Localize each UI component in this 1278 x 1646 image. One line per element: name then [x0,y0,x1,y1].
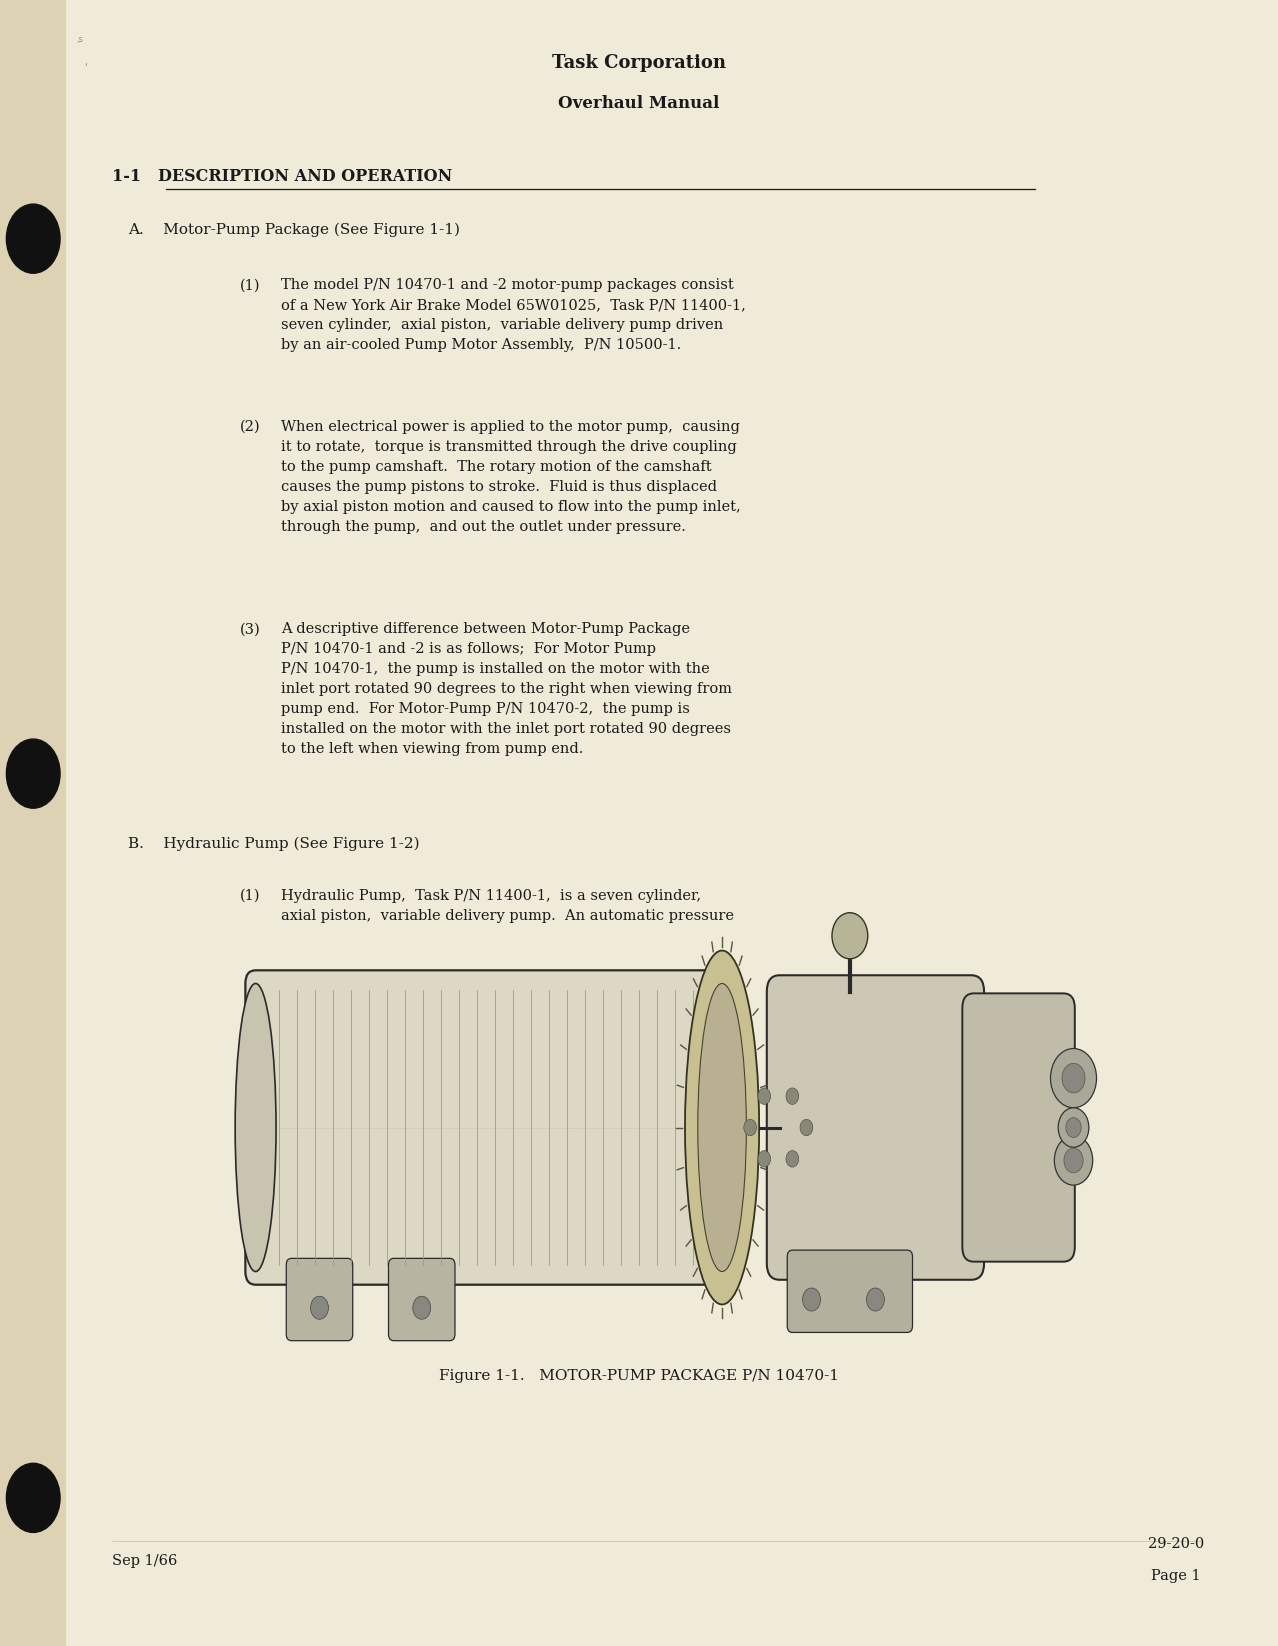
Text: B.    Hydraulic Pump (See Figure 1-2): B. Hydraulic Pump (See Figure 1-2) [128,836,419,851]
Circle shape [1066,1118,1081,1137]
FancyBboxPatch shape [286,1259,353,1340]
Circle shape [866,1287,884,1310]
Circle shape [786,1088,799,1104]
FancyBboxPatch shape [245,971,726,1284]
Text: Task Corporation: Task Corporation [552,54,726,72]
Ellipse shape [685,951,759,1304]
Circle shape [786,1151,799,1167]
Circle shape [800,1119,813,1136]
FancyBboxPatch shape [767,974,984,1281]
Circle shape [311,1297,328,1320]
Text: Page 1: Page 1 [1151,1569,1200,1583]
Ellipse shape [698,984,746,1271]
Text: ': ' [84,63,87,72]
Circle shape [413,1297,431,1320]
Circle shape [6,1463,60,1532]
Circle shape [1054,1136,1093,1185]
Ellipse shape [235,984,276,1271]
Circle shape [744,1119,757,1136]
Bar [0,0,66,1646]
Text: (3): (3) [240,622,261,637]
Circle shape [1062,1063,1085,1093]
Text: (1): (1) [240,278,261,293]
Circle shape [832,912,868,958]
Circle shape [758,1151,771,1167]
Text: A descriptive difference between Motor-Pump Package
P/N 10470-1 and -2 is as fol: A descriptive difference between Motor-P… [281,622,732,757]
Text: Hydraulic Pump,  Task P/N 11400-1,  is a seven cylinder,
axial piston,  variable: Hydraulic Pump, Task P/N 11400-1, is a s… [281,889,734,923]
Circle shape [1058,1108,1089,1147]
Circle shape [6,739,60,808]
Text: Figure 1-1.   MOTOR-PUMP PACKAGE P/N 10470-1: Figure 1-1. MOTOR-PUMP PACKAGE P/N 10470… [440,1369,838,1384]
FancyBboxPatch shape [962,994,1075,1262]
Text: When electrical power is applied to the motor pump,  causing
it to rotate,  torq: When electrical power is applied to the … [281,420,741,533]
Circle shape [758,1088,771,1104]
FancyBboxPatch shape [389,1259,455,1340]
FancyBboxPatch shape [787,1251,912,1333]
Text: The model P/N 10470-1 and -2 motor-pump packages consist
of a New York Air Brake: The model P/N 10470-1 and -2 motor-pump … [281,278,746,352]
Text: (1): (1) [240,889,261,904]
Text: Sep 1/66: Sep 1/66 [112,1554,178,1569]
Circle shape [1065,1149,1084,1172]
Text: A.    Motor-Pump Package (See Figure 1-1): A. Motor-Pump Package (See Figure 1-1) [128,222,460,237]
Circle shape [6,204,60,273]
Text: ,s: ,s [77,35,83,43]
Circle shape [803,1287,820,1310]
Text: 29-20-0: 29-20-0 [1148,1537,1204,1552]
Text: 1-1   DESCRIPTION AND OPERATION: 1-1 DESCRIPTION AND OPERATION [112,168,452,184]
Circle shape [1051,1049,1097,1108]
Ellipse shape [695,984,736,1271]
Text: Overhaul Manual: Overhaul Manual [558,95,720,112]
Text: (2): (2) [240,420,261,435]
